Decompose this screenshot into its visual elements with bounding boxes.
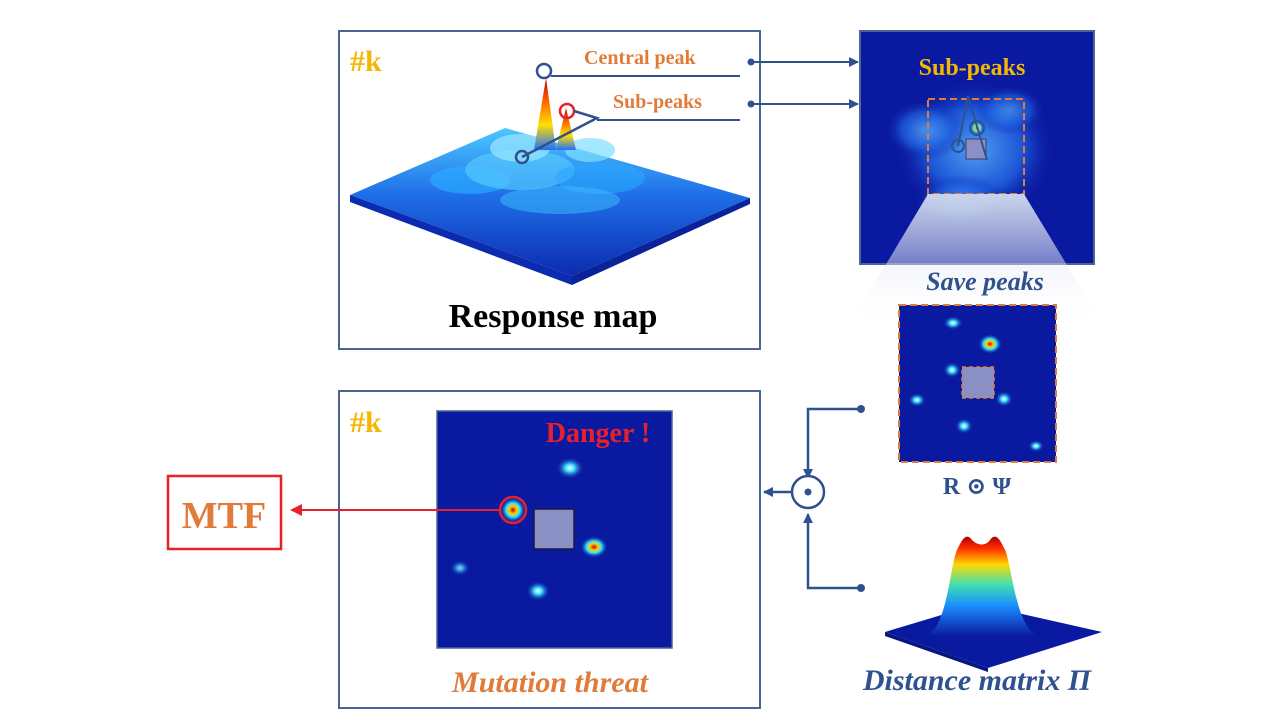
target-box <box>533 508 575 550</box>
mtf-label: MTF <box>182 495 266 537</box>
distance-matrix-surface <box>885 536 1102 672</box>
save-peaks-caption: R ⊙ Ψ <box>943 474 1011 500</box>
sub-peak-spike <box>556 108 576 150</box>
distance-matrix-caption: Distance matrix Π <box>862 664 1093 697</box>
heatmap-title: Sub-peaks <box>919 55 1026 81</box>
central-peak-marker <box>535 62 553 80</box>
operator-connectors <box>763 405 865 592</box>
mtf-box: MTF <box>166 474 283 551</box>
response-map-caption: Response map <box>449 298 658 335</box>
response-map-panel: #k Central peak Sub-peaks Response map <box>338 30 761 350</box>
danger-label: Danger ! <box>546 418 650 449</box>
response-surface <box>350 78 750 285</box>
mutation-threat-caption: Mutation threat <box>451 666 650 699</box>
top-connectors <box>747 57 859 109</box>
central-peak-label: Central peak <box>584 47 697 69</box>
save-peaks-map <box>898 304 1057 463</box>
sub-peak-marker-2 <box>514 149 530 165</box>
save-peaks-label: Save peaks <box>926 267 1044 296</box>
frame-label-top: #k <box>350 45 382 78</box>
frame-label-bottom: #k <box>350 406 382 439</box>
central-peak-spike <box>534 78 556 150</box>
sub-peaks-label: Sub-peaks <box>613 91 702 113</box>
mutation-threat-panel: #k Danger ! Mutation threat <box>338 390 761 709</box>
zoom-funnel <box>848 194 1105 328</box>
hadamard-operator <box>790 474 826 510</box>
